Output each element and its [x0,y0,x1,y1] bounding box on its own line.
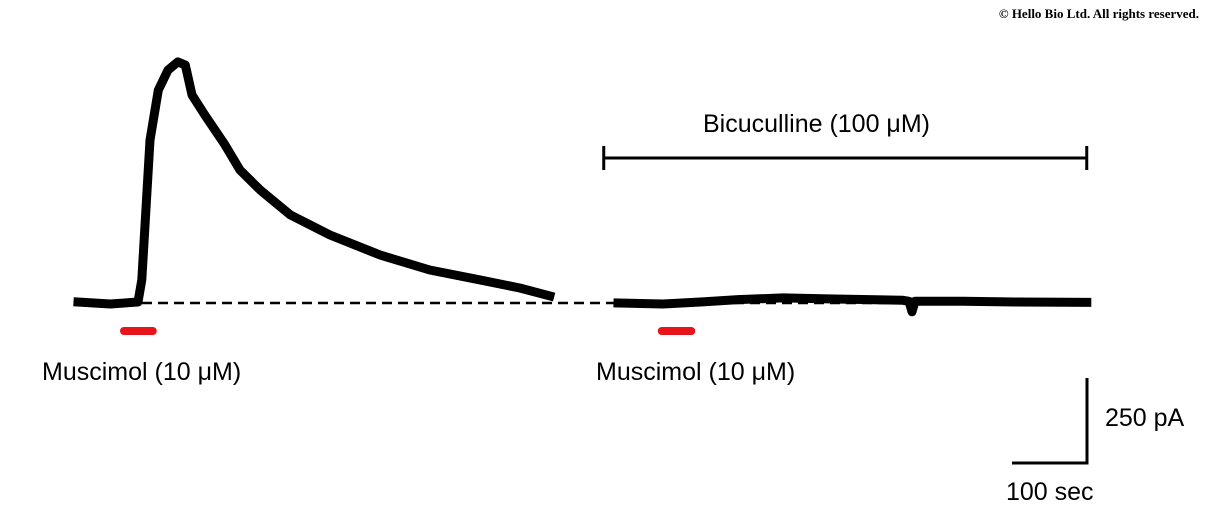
trace-control [73,57,556,309]
trace-bicuculline [613,293,1092,317]
copyright-notice: © Hello Bio Ltd. All rights reserved. [998,6,1199,21]
muscimol-label-2: Muscimol (10 μM) [596,358,796,386]
scale-time-label: 100 sec [1006,478,1094,506]
bicuculline-label: Bicuculline (100 μM) [703,110,930,138]
scale-current-label: 250 pA [1105,404,1185,432]
muscimol-label-1: Muscimol (10 μM) [42,358,242,386]
